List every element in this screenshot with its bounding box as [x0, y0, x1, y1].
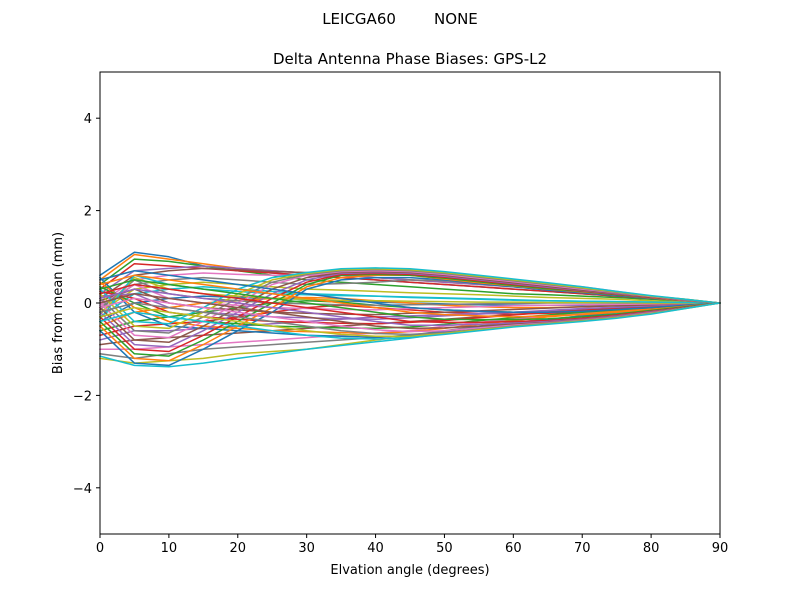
x-tick-label: 20 — [230, 541, 247, 556]
y-tick-label: 0 — [84, 297, 92, 312]
x-tick-label: 10 — [161, 541, 178, 556]
plot-frame — [99, 71, 721, 535]
x-tick-label: 40 — [367, 541, 384, 556]
chart-title: Delta Antenna Phase Biases: GPS-L2 — [273, 50, 547, 68]
y-axis-label: Bias from mean (mm) — [51, 232, 66, 374]
series-line-43 — [99, 279, 721, 321]
x-tick-label: 30 — [298, 541, 315, 556]
series-group — [98, 251, 721, 368]
series-line-31 — [98, 276, 721, 367]
y-tick-label: 2 — [84, 205, 92, 220]
x-tick-label: 0 — [96, 541, 104, 556]
series-line-41 — [99, 269, 721, 313]
figure-suptitle: LEICGA60 NONE — [322, 10, 478, 28]
x-tick-label: 60 — [505, 541, 522, 556]
x-tick-label: 90 — [712, 541, 729, 556]
series-line-50 — [99, 302, 721, 340]
series-line-42 — [99, 274, 721, 318]
x-tick-label: 70 — [574, 541, 591, 556]
x-tick-label: 80 — [643, 541, 660, 556]
series-line-9 — [98, 281, 721, 314]
y-axis-ticks: −4 −2 0 2 4 — [73, 112, 100, 497]
series-line-44 — [99, 283, 721, 324]
y-tick-label: −2 — [73, 389, 92, 404]
y-tick-label: 4 — [84, 112, 92, 127]
x-axis-ticks: 0 10 20 30 40 50 60 70 80 90 — [96, 534, 728, 556]
y-tick-label: −4 — [73, 482, 92, 497]
x-axis-label: Elvation angle (degrees) — [330, 563, 489, 578]
x-tick-label: 50 — [436, 541, 453, 556]
